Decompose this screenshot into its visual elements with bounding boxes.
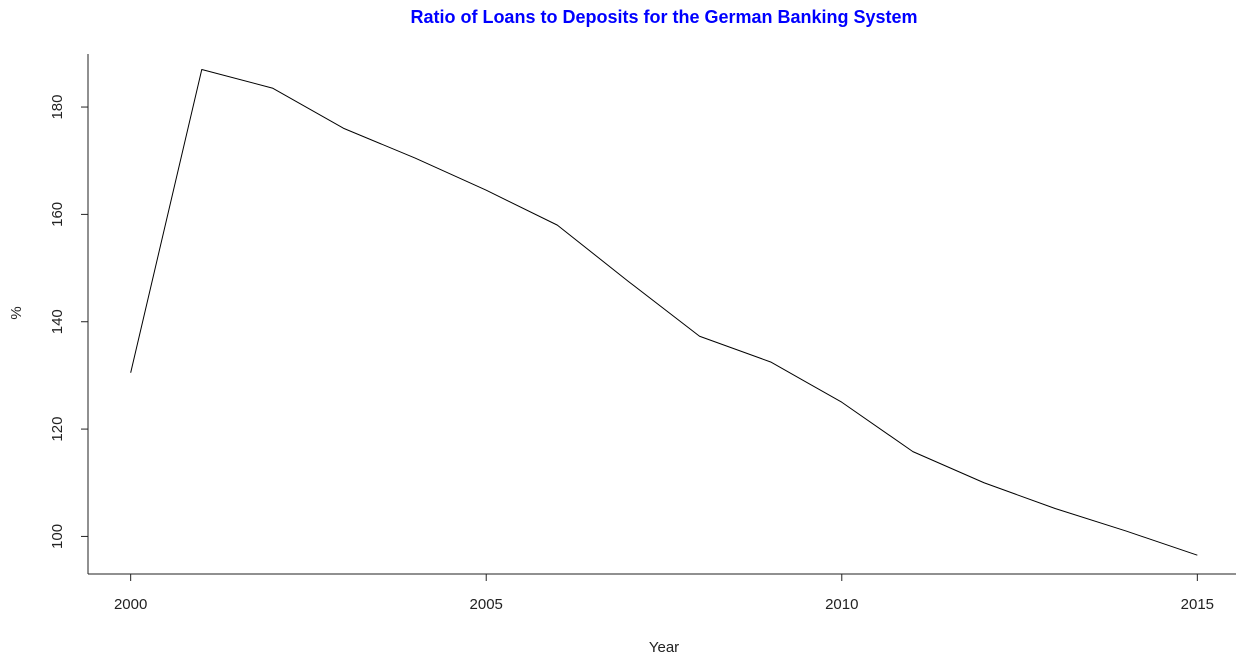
y-tick-label: 120 <box>49 417 66 442</box>
y-tick-label: 140 <box>49 309 66 334</box>
x-axis-label: Year <box>649 639 679 656</box>
x-tick-label: 2005 <box>470 596 503 613</box>
series-line-1 <box>130 68 1198 556</box>
x-tick-label: 2000 <box>114 596 147 613</box>
chart-title: Ratio of Loans to Deposits for the Germa… <box>410 7 917 27</box>
x-tick-label: 2010 <box>825 596 858 613</box>
y-axis-label: % <box>8 306 25 319</box>
y-tick-label: 180 <box>49 95 66 120</box>
y-tick-label: 160 <box>49 202 66 227</box>
x-axis-ticks: 2000 2005 2010 2015 <box>114 574 1214 613</box>
x-tick-label: 2015 <box>1181 596 1214 613</box>
y-tick-label: 100 <box>49 524 66 549</box>
y-axis-ticks: 100 120 140 160 180 <box>49 95 88 549</box>
data-series-group <box>130 68 1198 556</box>
